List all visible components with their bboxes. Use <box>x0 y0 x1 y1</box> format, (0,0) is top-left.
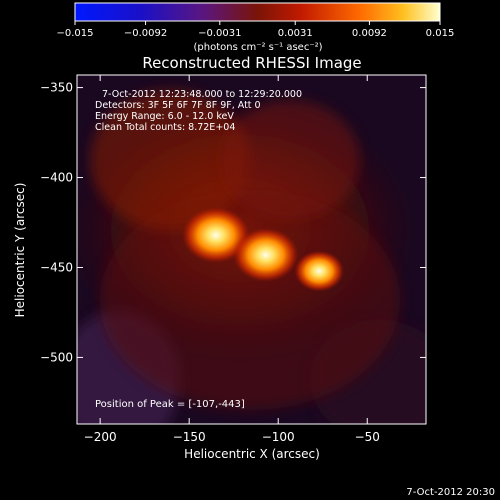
colorbar-tick-label: 0.0092 <box>352 28 387 39</box>
colorbar-tick-label: 0.0031 <box>278 28 313 39</box>
x-tick-label: −50 <box>355 430 380 444</box>
colorbar-ticks <box>74 21 441 25</box>
flare-source <box>294 250 345 292</box>
y-tick-label: −400 <box>40 171 73 185</box>
x-tick-label: −150 <box>173 430 206 444</box>
heatmap-image <box>77 90 426 424</box>
colorbar-frame <box>74 2 441 22</box>
flare-source <box>232 227 299 282</box>
y-tick-label: −500 <box>40 350 73 364</box>
colorbar-tick-label: −0.015 <box>56 28 93 39</box>
annotation-time-range: 7-Oct-2012 12:23:48.000 to 12:29:20.000 <box>102 89 302 100</box>
colorbar-tick-label: 0.015 <box>426 28 455 39</box>
peak-position-label: Position of Peak = [-107,-443] <box>95 399 245 410</box>
source-group <box>181 207 345 292</box>
annotation-detectors: Detectors: 3F 5F 6F 7F 8F 9F, Att 0 <box>95 100 261 111</box>
annotation-clean-counts: Clean Total counts: 8.72E+04 <box>95 122 235 133</box>
x-tick-label: −100 <box>262 430 295 444</box>
chart-title: Reconstructed RHESSI Image <box>142 54 361 72</box>
y-tick-label: −450 <box>40 260 73 274</box>
annotation-energy-range: Energy Range: 6.0 - 12.0 keV <box>95 111 234 122</box>
footer-timestamp: 7-Oct-2012 20:30 <box>406 487 495 498</box>
x-axis-label: Heliocentric X (arcsec) <box>184 447 320 461</box>
y-axis-label: Heliocentric Y (arcsec) <box>13 183 27 318</box>
plot-frame <box>76 74 427 425</box>
colorbar-tick-label: −0.0092 <box>124 28 167 39</box>
annotation-block: 7-Oct-2012 12:23:48.000 to 12:29:20.000 … <box>95 89 302 133</box>
x-tick-label: −200 <box>84 430 117 444</box>
colorbar-tick-labels: −0.015 −0.0092 −0.0031 0.0031 0.0092 0.015 <box>56 28 454 39</box>
colorbar <box>75 3 440 21</box>
flare-source <box>181 207 250 264</box>
colorbar-unit-label: (photons cm⁻² s⁻¹ asec⁻²) <box>193 42 322 53</box>
y-tick-label: −350 <box>40 81 73 95</box>
x-axis-ticks: −200 −150 −100 −50 <box>84 75 380 444</box>
colorbar-tick-label: −0.0031 <box>198 28 241 39</box>
y-axis-ticks: −350 −400 −450 −500 <box>40 81 426 364</box>
